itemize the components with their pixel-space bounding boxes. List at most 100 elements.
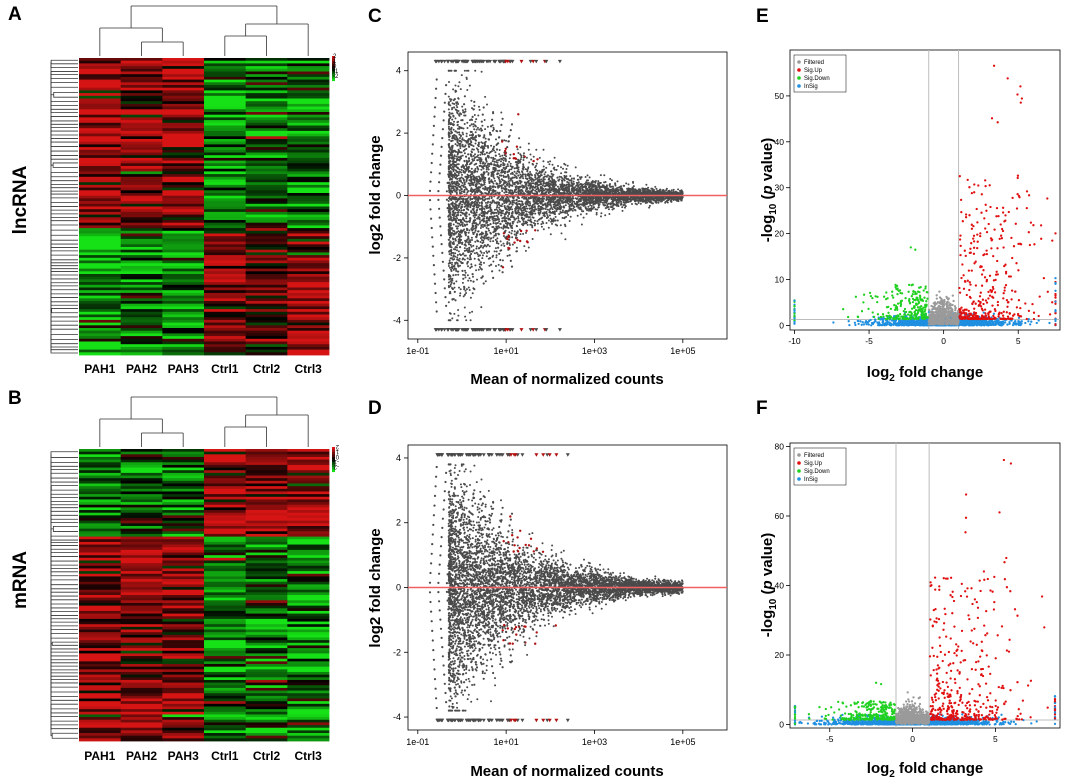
heatmap-cell <box>245 241 288 245</box>
heatmap-cell <box>287 252 330 256</box>
heatmap-cell <box>120 584 163 588</box>
heatmap-cell <box>287 66 330 70</box>
data-point <box>521 211 523 214</box>
heatmap-cell <box>162 160 205 164</box>
heatmap-cell <box>162 693 205 697</box>
data-point <box>507 215 509 217</box>
heatmap-cell <box>120 328 163 332</box>
heatmap-cell <box>120 287 163 291</box>
heatmap-cell <box>204 268 247 272</box>
heatmap-cell <box>287 536 330 540</box>
heatmap-cell <box>120 645 163 649</box>
heatmap-cell <box>162 222 205 226</box>
heatmap-cell <box>162 336 205 340</box>
heatmap-cell <box>287 125 330 129</box>
data-point <box>563 174 566 177</box>
heatmap-cell <box>287 184 330 188</box>
heatmap-cell <box>79 496 122 500</box>
heatmap-cell <box>204 101 247 105</box>
heatmap-cell <box>287 518 330 522</box>
heatmap-cell <box>162 330 205 334</box>
heatmap-cell <box>79 666 122 670</box>
heatmap-cell <box>245 225 288 229</box>
data-point <box>502 170 505 173</box>
heatmap-cell <box>287 576 330 580</box>
heatmap-cell <box>245 669 288 673</box>
heatmap-cell <box>204 82 247 86</box>
heatmap-cell <box>162 605 205 609</box>
dendrogram-branch <box>50 141 55 147</box>
data-point <box>440 243 443 246</box>
heatmap-cell <box>162 669 205 673</box>
heatmap-cell <box>204 206 247 210</box>
heatmap-cell <box>120 225 163 229</box>
heatmap-cell <box>245 341 288 345</box>
heatmap-cell <box>162 176 205 180</box>
data-point <box>489 240 492 243</box>
heatmap-cell <box>162 595 205 599</box>
heatmap-cell <box>79 279 122 283</box>
heatmap-cell <box>287 488 330 492</box>
heatmap-cell <box>204 311 247 315</box>
heatmap-cell <box>204 284 247 288</box>
heatmap-cell <box>204 352 247 356</box>
heatmap-cell <box>120 276 163 280</box>
data-point <box>451 263 453 266</box>
heatmap-cell <box>287 122 330 126</box>
heatmap-cell <box>245 109 288 113</box>
heatmap-cell <box>204 610 247 614</box>
data-point <box>511 171 514 174</box>
heatmap-cell <box>245 252 288 256</box>
data-point <box>485 157 487 160</box>
heatmap-cell <box>162 454 205 458</box>
heatmap-cell <box>245 336 288 340</box>
heatmap-cell <box>204 658 247 662</box>
data-point <box>479 221 482 223</box>
heatmap-cell <box>204 125 247 129</box>
heatmap-cell <box>162 515 205 519</box>
heatmap-cell <box>245 301 288 305</box>
heatmap-cell <box>79 451 122 455</box>
data-point <box>498 206 500 209</box>
data-point <box>439 234 443 237</box>
heatmap-cell <box>204 666 247 670</box>
data-point <box>483 135 486 138</box>
data-point <box>470 131 473 133</box>
heatmap-cell <box>120 274 163 278</box>
heatmap-cell <box>162 106 205 110</box>
data-point <box>503 139 506 142</box>
heatmap-cell <box>162 658 205 662</box>
heatmap-cell <box>204 155 247 159</box>
data-point <box>501 154 504 157</box>
heatmap-cell <box>245 677 288 681</box>
heatmap-cell <box>162 496 205 500</box>
heatmap-cell <box>162 341 205 345</box>
heatmap-cell <box>79 309 122 313</box>
heatmap-cell <box>245 228 288 232</box>
heatmap-cell <box>204 282 247 286</box>
heatmap-cell <box>162 163 205 167</box>
heatmap-cell <box>287 101 330 105</box>
data-point <box>470 99 473 102</box>
data-point <box>478 128 481 131</box>
data-point <box>526 223 529 226</box>
dendrogram-branch <box>52 525 57 532</box>
data-point <box>468 277 471 280</box>
heatmap-cell <box>245 279 288 283</box>
data-point <box>462 164 464 167</box>
heatmap-cell <box>120 735 163 739</box>
data-point <box>467 182 470 185</box>
heatmap-cell <box>204 523 247 527</box>
heatmap-cell <box>162 738 205 742</box>
heatmap-cell <box>204 319 247 323</box>
data-point <box>440 145 443 148</box>
heatmap-cell <box>245 507 288 511</box>
data-point <box>433 106 437 109</box>
heatmap-cell <box>79 464 122 468</box>
heatmap-cell <box>204 722 247 726</box>
heatmap-cell <box>120 602 163 607</box>
heatmap-cell <box>162 120 205 124</box>
heatmap-cell <box>204 486 247 490</box>
heatmap-cell <box>245 642 288 646</box>
heatmap-cell <box>162 211 205 215</box>
